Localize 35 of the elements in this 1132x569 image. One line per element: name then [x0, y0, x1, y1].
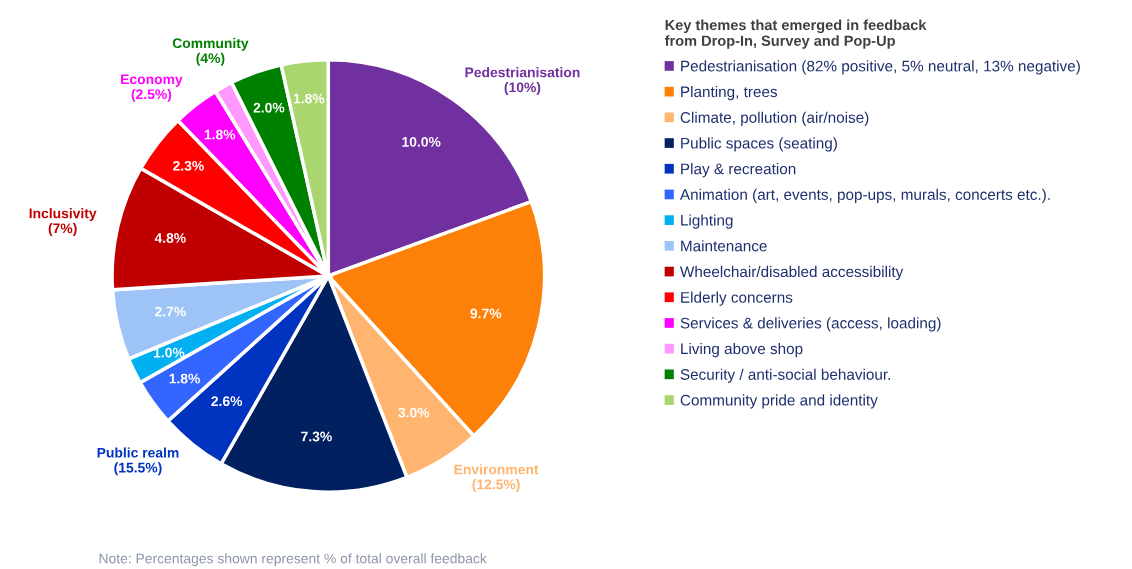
legend-label: Community pride and identity	[680, 394, 878, 409]
data-label: 2.0%	[253, 102, 285, 113]
data-label: 2.7%	[154, 306, 186, 317]
text: Public realm (15.5%)	[97, 447, 179, 476]
legend-label: Pedestrianisation (82% positive, 5% neutral, 13% negative)	[681, 60, 1080, 75]
text: Environment (12.5%)	[454, 464, 539, 493]
data-label: 1.8%	[169, 373, 200, 384]
legend-label: Living above shop	[681, 342, 803, 358]
data-label: 10.0%	[402, 136, 441, 147]
data-label: 2.6%	[211, 396, 243, 407]
legend-label: Services & deliveries (access, loading)	[680, 317, 941, 332]
text: Note: Percentages shown represent % of total overall feedback	[99, 553, 487, 567]
legend-label: Planting, trees	[681, 85, 778, 101]
legend-label: Climate, pollution (air/noise)	[680, 111, 869, 126]
data-label: 4.8%	[154, 233, 186, 243]
legend-label: Public spaces (seating)	[681, 137, 837, 152]
data-label: 1.8%	[293, 93, 325, 104]
legend-label: Security / anti-social behaviour.	[680, 368, 890, 383]
data-label: 3.0%	[398, 407, 430, 418]
legend-label: Wheelchair/disabled accessibility	[679, 265, 904, 281]
data-label: 7.3%	[301, 431, 332, 442]
legend-label: Animation (art, events, pop-ups, murals, concerts etc.).	[679, 188, 1050, 204]
data-label: 9.7%	[470, 308, 502, 319]
data-label: 1.0%	[154, 347, 185, 358]
legend-label: Lighting	[681, 214, 733, 229]
legend-title: Key themes that emerged in feedback from Drop-In, Survey and Pop-Up	[664, 19, 927, 49]
text: Community (4%)	[172, 37, 249, 66]
data-label: 1.8%	[204, 129, 236, 140]
legend-label: Play & recreation	[681, 163, 796, 178]
text: Inclusivity (7%)	[29, 208, 97, 236]
text: Economy (2.5%)	[121, 74, 183, 102]
data-label: 2.3%	[173, 160, 204, 171]
legend-label: Elderly concerns	[681, 291, 793, 306]
legend-label: Maintenance	[681, 240, 767, 252]
text: Pedestrianisation (10%)	[465, 67, 580, 95]
